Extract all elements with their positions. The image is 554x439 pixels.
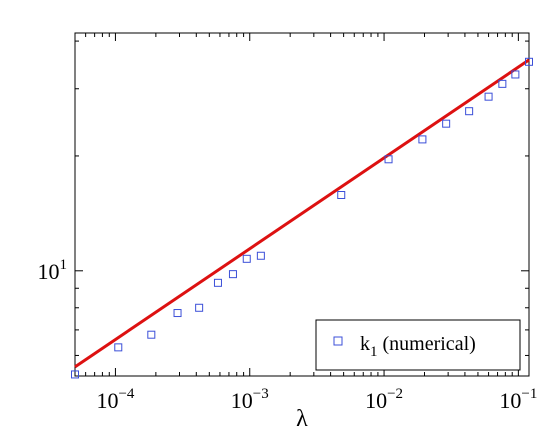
data-marker bbox=[484, 92, 493, 101]
x-tick-label: 10−3 bbox=[231, 386, 269, 413]
data-marker bbox=[418, 135, 427, 144]
data-marker bbox=[242, 254, 251, 263]
data-marker bbox=[525, 57, 533, 66]
tick-labels: 10−4 10−3 10−2 10−1 101 bbox=[38, 257, 538, 413]
legend-box bbox=[315, 319, 521, 371]
data-marker bbox=[173, 309, 182, 318]
data-marker bbox=[465, 107, 474, 116]
data-marker bbox=[384, 155, 393, 164]
data-marker bbox=[195, 303, 204, 312]
x-tick-label: 10−4 bbox=[96, 386, 134, 413]
fit-line bbox=[74, 58, 530, 369]
fit-line-path bbox=[74, 58, 530, 369]
data-markers bbox=[71, 57, 533, 379]
data-marker bbox=[228, 270, 237, 279]
x-axis-label: λ bbox=[296, 406, 308, 432]
axis-ticks bbox=[74, 33, 529, 376]
data-marker bbox=[442, 119, 451, 128]
y-tick-label: 101 bbox=[38, 257, 68, 284]
data-marker bbox=[256, 251, 265, 260]
data-marker bbox=[511, 70, 520, 79]
data-marker bbox=[337, 191, 346, 200]
data-marker bbox=[114, 343, 123, 352]
data-marker bbox=[71, 370, 79, 379]
data-marker bbox=[213, 278, 222, 287]
legend: k1 (numerical) bbox=[315, 319, 521, 371]
x-tick-label: 10−1 bbox=[499, 386, 537, 413]
data-marker bbox=[498, 79, 507, 88]
legend-label: k1 (numerical) bbox=[360, 333, 476, 360]
x-tick-label: 10−2 bbox=[365, 386, 403, 413]
plot-area bbox=[74, 32, 530, 377]
data-marker bbox=[147, 330, 156, 339]
legend-marker bbox=[333, 336, 343, 346]
